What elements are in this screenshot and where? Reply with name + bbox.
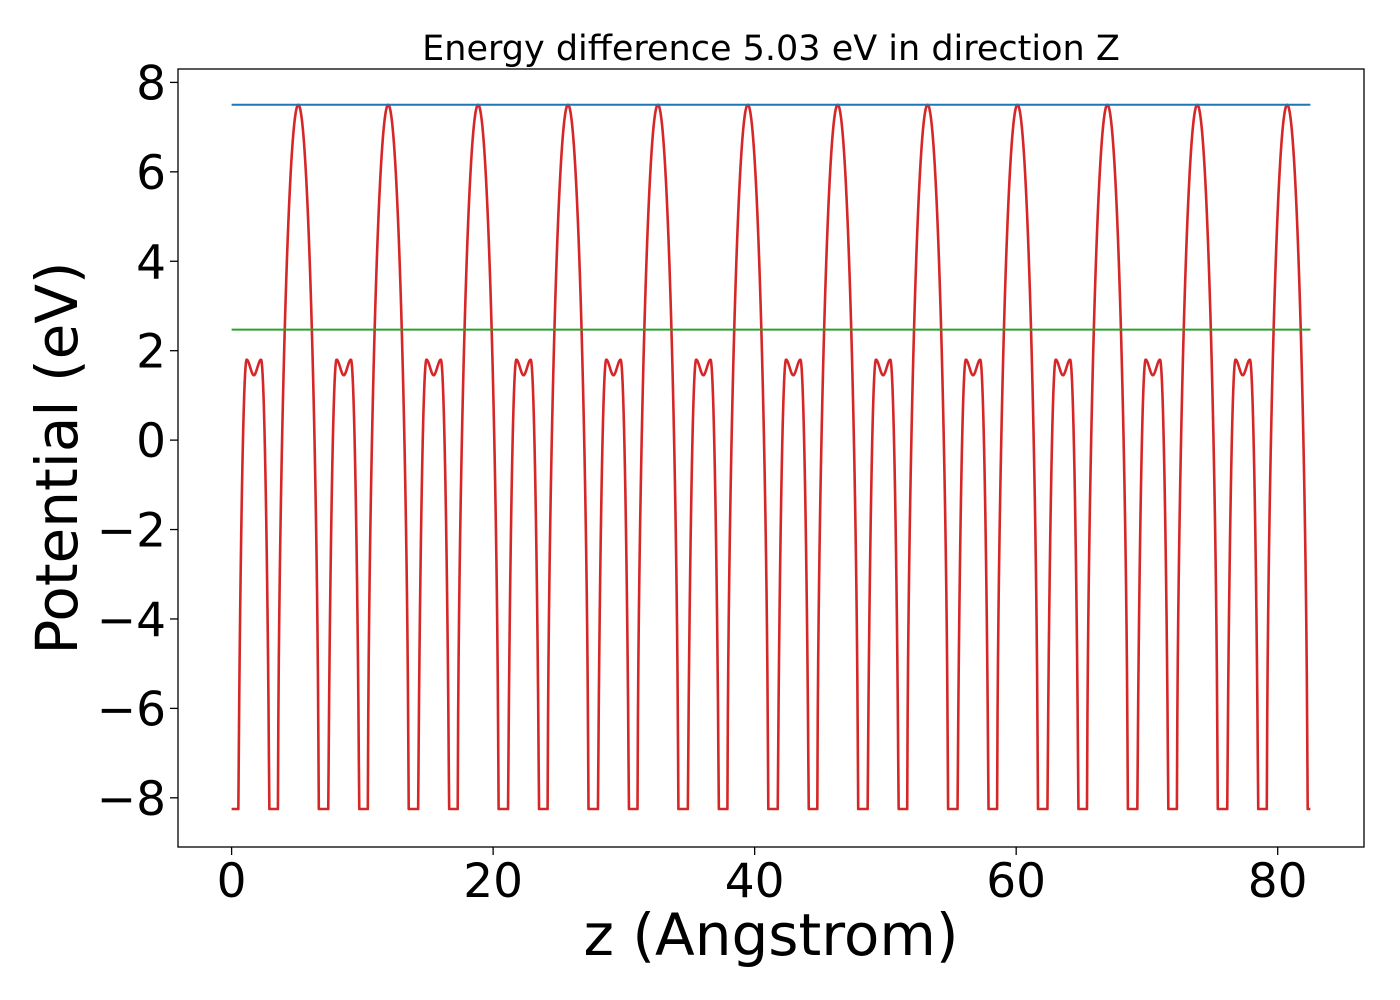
y-tick-label: 8 xyxy=(136,56,166,111)
y-axis-label: Potential (eV) xyxy=(23,261,91,654)
x-tick-label: 80 xyxy=(1248,854,1308,909)
potential-line xyxy=(230,103,1312,811)
y-tick-label: −6 xyxy=(97,682,166,737)
x-tick-label: 60 xyxy=(986,854,1046,909)
x-axis: 0 20 40 60 80 xyxy=(217,847,1308,909)
y-tick-label: 2 xyxy=(136,325,166,380)
y-tick-label: −4 xyxy=(97,593,166,648)
y-tick-label: 0 xyxy=(136,414,166,469)
plot-area xyxy=(230,103,1312,811)
y-axis: −8 −6 −4 −2 0 2 4 6 8 xyxy=(97,56,178,827)
chart-title: Energy difference 5.03 eV in direction Z xyxy=(422,29,1120,69)
x-tick-label: 0 xyxy=(217,854,247,909)
y-tick-label: 6 xyxy=(136,146,166,201)
y-tick-label: −8 xyxy=(97,772,166,827)
x-tick-label: 20 xyxy=(463,854,523,909)
x-tick-label: 40 xyxy=(725,854,785,909)
y-tick-label: 4 xyxy=(136,235,166,290)
plot-frame xyxy=(177,68,1365,848)
x-axis-label: z (Angstrom) xyxy=(584,901,959,969)
y-tick-label: −2 xyxy=(97,504,166,559)
